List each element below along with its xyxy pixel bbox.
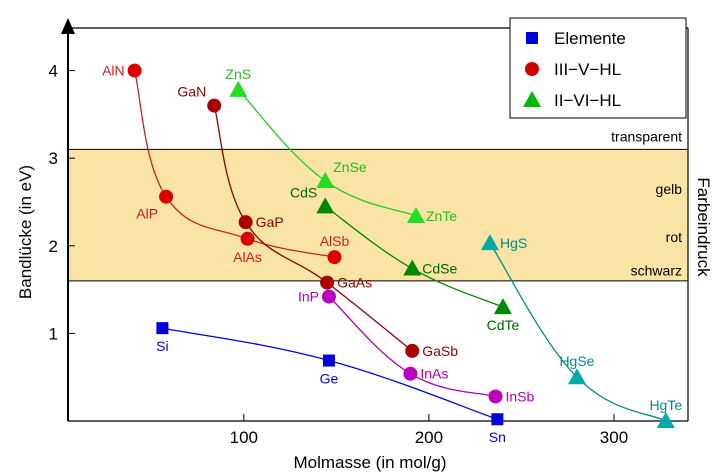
data-point-alsb [327, 250, 342, 265]
data-point-cdse [403, 259, 422, 276]
data-point-ge [322, 354, 335, 367]
point-label-ge: Ge [320, 371, 339, 387]
point-label-inp: InP [298, 289, 319, 305]
data-point-znte [406, 206, 425, 223]
data-point-cds [316, 197, 335, 214]
color-band-group [68, 148, 688, 282]
data-point-alas [240, 231, 255, 246]
plot-frame-group [61, 18, 689, 422]
annotation-group: transparent gelb rot schwarz [611, 128, 682, 278]
data-point-aln [127, 63, 142, 78]
y-axis-title: Bandlücke (in eV) [16, 165, 35, 299]
point-label-gaas: GaAs [337, 275, 372, 291]
legend-label: II−VI−HL [554, 91, 621, 110]
band-annotation: rot [666, 229, 682, 245]
legend: Elemente III−V−HL II−VI−HL [509, 17, 687, 119]
point-label-aln: AlN [102, 63, 125, 79]
y-tick-label: 2 [49, 237, 58, 256]
band-annotation: gelb [656, 181, 683, 197]
point-label-cdte: CdTe [487, 317, 520, 333]
point-label-cdse: CdSe [422, 261, 457, 277]
point-label-gap: GaP [256, 214, 284, 230]
data-point-hgse [567, 368, 586, 385]
y-tick-label: 3 [49, 149, 58, 168]
data-point-si [156, 322, 169, 335]
point-label-alp: AlP [136, 206, 158, 222]
point-label-alsb: AlSb [320, 233, 350, 249]
point-label-insb: InSb [506, 388, 535, 404]
data-point-gasb [405, 343, 420, 358]
data-point-hgte [656, 412, 675, 428]
data-point-hgs [480, 234, 499, 251]
data-point-insb [488, 389, 503, 404]
right-axis-title: Farbeindruck [694, 177, 712, 277]
series-curve [133, 70, 335, 258]
point-label-cds: CdS [290, 184, 317, 200]
color-band [68, 149, 688, 281]
data-point-sn [491, 413, 504, 426]
legend-marker [526, 32, 538, 44]
data-point-cdte [493, 298, 512, 315]
legend-box [509, 17, 687, 119]
point-label-si: Si [156, 338, 168, 354]
y-axis-arrowhead [61, 18, 75, 34]
y-tick-label: 4 [49, 62, 58, 81]
point-label-znte: ZnTe [426, 208, 457, 224]
data-point-alp [159, 189, 174, 204]
data-point-inas [403, 366, 418, 381]
data-point-gap [238, 215, 253, 230]
point-label-inas: InAs [420, 366, 448, 382]
tick-group: 100 200 300 1 2 3 4 [49, 62, 629, 447]
point-label-gasb: GaSb [422, 343, 458, 359]
data-point-gaas [320, 275, 335, 290]
band-annotation: transparent [611, 128, 682, 144]
point-label-hgse: HgSe [559, 353, 594, 369]
marker-group [127, 63, 675, 428]
point-label-hgs: HgS [500, 235, 527, 251]
legend-label: III−V−HL [554, 60, 621, 79]
point-label-sn: Sn [489, 429, 506, 445]
data-point-inp [321, 289, 336, 304]
point-label-alas: AlAs [233, 249, 262, 265]
x-tick-label: 100 [230, 428, 258, 447]
legend-marker [525, 62, 539, 76]
point-label-zns: ZnS [225, 66, 251, 82]
point-label-znse: ZnSe [333, 159, 367, 175]
data-point-zns [229, 80, 248, 97]
x-tick-label: 200 [415, 428, 443, 447]
series-curve [213, 105, 413, 352]
point-label-gan: GaN [177, 84, 206, 100]
y-tick-label: 1 [49, 324, 58, 343]
band-annotation: schwarz [631, 262, 682, 278]
x-axis-title: Molmasse (in mol/g) [293, 453, 446, 472]
data-point-gan [207, 98, 222, 113]
legend-marker [523, 91, 541, 107]
x-tick-label: 300 [600, 428, 628, 447]
data-point-znse [316, 171, 335, 188]
point-label-hgte: HgTe [649, 397, 682, 413]
point-label-group: Si Ge Sn AlN AlP AlAs AlSb GaN GaP GaAs GaSb InP InA… [102, 63, 682, 446]
legend-label: Elemente [554, 29, 626, 48]
